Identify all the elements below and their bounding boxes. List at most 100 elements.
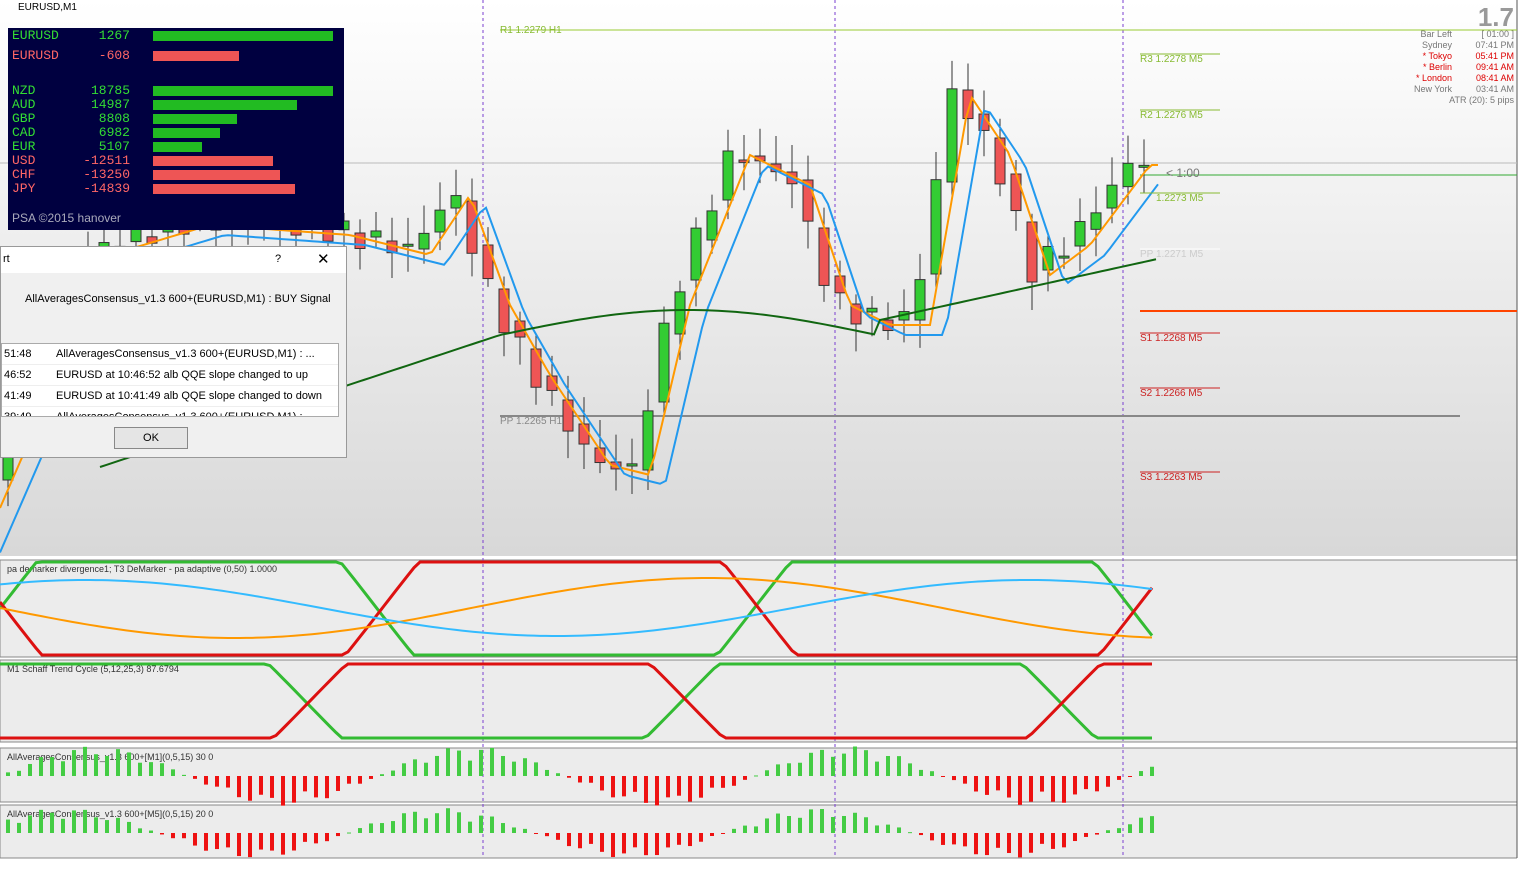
histogram-bar — [809, 809, 813, 833]
histogram-bar — [127, 821, 131, 833]
histogram-bar — [1073, 776, 1077, 795]
strength-bar — [153, 156, 273, 166]
panel-footer: PSA ©2015 hanover — [12, 211, 121, 225]
histogram-bar — [1150, 816, 1154, 833]
alert-text: AllAveragesConsensus_v1.3 600+(EURUSD,M1… — [56, 411, 315, 417]
candle — [418, 232, 430, 250]
histogram-bar — [919, 833, 923, 836]
histogram-bar — [182, 833, 186, 839]
histogram-bar — [248, 833, 252, 858]
candle — [658, 322, 670, 403]
histogram-bar — [688, 776, 692, 802]
candle — [642, 410, 654, 471]
histogram-bar — [1095, 833, 1099, 835]
histogram-bar — [259, 833, 263, 850]
pair-value: 1267 — [98, 28, 130, 43]
close-button[interactable]: ✕ — [317, 251, 330, 268]
histogram-bar — [567, 776, 571, 778]
histogram-bar — [743, 776, 747, 780]
histogram-bar — [556, 773, 560, 776]
strength-bar — [153, 184, 296, 194]
histogram-bar — [644, 833, 648, 856]
histogram-bar — [655, 776, 659, 806]
histogram-bar — [105, 820, 109, 833]
histogram-bar — [765, 770, 769, 776]
histogram-bar — [413, 759, 417, 776]
candle — [594, 447, 606, 464]
histogram-bar — [578, 833, 582, 849]
histogram-bar — [116, 749, 120, 776]
histogram-bar — [798, 817, 802, 833]
oscillator-line — [0, 577, 1153, 639]
histogram-bar — [479, 815, 483, 833]
pivot-label: R1 1.2279 H1 — [500, 25, 562, 36]
histogram-bar — [523, 758, 527, 776]
histogram-bar — [435, 813, 439, 833]
histogram-bar — [61, 818, 65, 833]
histogram-bar — [61, 761, 65, 776]
histogram-bar — [1139, 771, 1143, 776]
pivot-label: S2 1.2266 M5 — [1140, 388, 1203, 399]
histogram-bar — [83, 809, 87, 833]
candle — [1010, 173, 1022, 212]
alert-text: EURUSD at 10:41:49 alb QQE slope changed… — [56, 390, 322, 402]
histogram-bar — [336, 776, 340, 791]
histogram-bar — [523, 828, 527, 833]
histogram-bar — [237, 833, 241, 857]
pane — [0, 747, 1518, 803]
histogram-bar — [391, 821, 395, 833]
histogram-bar — [204, 833, 208, 851]
histogram-bar — [820, 809, 824, 833]
histogram-bar — [710, 776, 714, 788]
histogram-bar — [787, 816, 791, 833]
candle — [738, 159, 750, 163]
histogram-bar — [534, 762, 538, 776]
indicator-label: pa demarker divergence1; T3 DeMarker - p… — [7, 564, 277, 574]
histogram-bar — [193, 833, 197, 846]
pivot-label: PP 1.2271 M5 — [1140, 249, 1204, 260]
histogram-bar — [655, 833, 659, 856]
session-time: 07:41 PM — [1475, 40, 1514, 50]
histogram-bar — [50, 757, 54, 776]
session-name: * Berlin — [1423, 62, 1452, 72]
histogram-bar — [72, 750, 76, 776]
histogram-bar — [732, 776, 736, 786]
histogram-bar — [732, 828, 736, 833]
candle — [1138, 164, 1150, 168]
dialog-message: AllAveragesConsensus_v1.3 600+(EURUSD,M1… — [25, 293, 331, 305]
histogram-bar — [545, 833, 549, 837]
histogram-bar — [28, 815, 32, 833]
help-button[interactable]: ? — [275, 253, 282, 265]
histogram-bar — [226, 833, 230, 848]
histogram-bar — [149, 830, 153, 833]
histogram-bar — [501, 823, 505, 833]
strength-bar — [153, 128, 220, 138]
ok-button[interactable]: OK — [114, 427, 188, 449]
histogram-bar — [391, 770, 395, 776]
histogram-bar — [314, 833, 318, 844]
alert-time: 51:48 — [4, 348, 32, 360]
alert-list: 51:48 AllAveragesConsensus_v1.3 600+(EURU… — [1, 343, 339, 417]
histogram-bar — [1062, 776, 1066, 803]
candle — [1122, 162, 1134, 188]
indicator-label: AllAveragesConsensus_v1.3 600+[M1](0,5,1… — [7, 752, 213, 762]
candle — [546, 375, 558, 391]
histogram-bar — [963, 776, 967, 784]
histogram-bar — [611, 776, 615, 798]
candle — [2, 454, 14, 481]
histogram-bar — [1073, 833, 1077, 842]
pivot-label: PP 1.2265 H1 — [500, 416, 563, 427]
alert-dialog: rt ? ✕ AllAveragesConsensus_v1.3 600+(EU… — [0, 246, 347, 458]
alert-text: AllAveragesConsensus_v1.3 600+(EURUSD,M1… — [56, 348, 315, 360]
candle — [850, 303, 862, 325]
histogram-bar — [292, 833, 296, 851]
histogram-bar — [930, 771, 934, 776]
histogram-bar — [237, 776, 241, 798]
dialog-title: rt — [3, 253, 10, 265]
pane — [0, 804, 1518, 859]
histogram-bar — [875, 825, 879, 833]
pair-name: JPY — [12, 181, 36, 196]
histogram-bar — [138, 828, 142, 833]
strength-bar — [153, 100, 297, 110]
histogram-bar — [435, 755, 439, 776]
